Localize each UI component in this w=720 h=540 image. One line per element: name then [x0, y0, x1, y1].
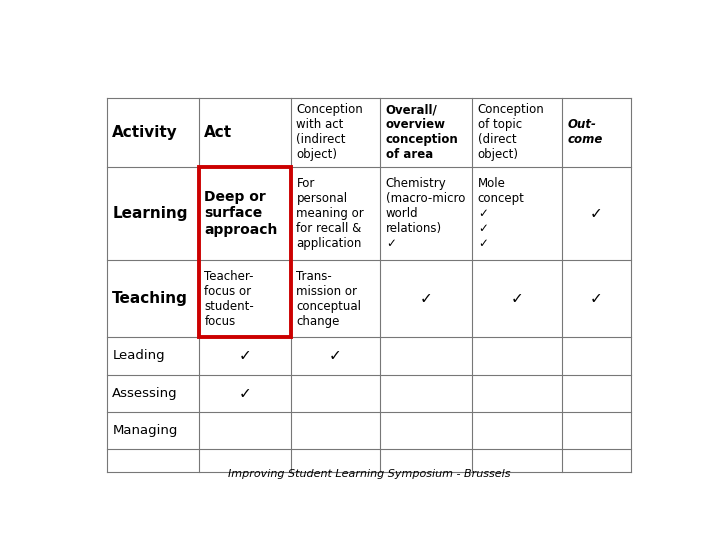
- Text: Conception
with act
(indirect
object): Conception with act (indirect object): [297, 103, 363, 161]
- Text: Trans-
mission or
conceptual
change: Trans- mission or conceptual change: [297, 269, 361, 328]
- Text: Teacher-
focus or
student-
focus: Teacher- focus or student- focus: [204, 269, 254, 328]
- Text: Act: Act: [204, 125, 233, 140]
- Text: Chemistry
(macro-micro
world
relations)
✓: Chemistry (macro-micro world relations) …: [386, 177, 465, 250]
- Text: ✓: ✓: [329, 348, 342, 363]
- Text: Assessing: Assessing: [112, 387, 178, 400]
- Text: Conception
of topic
(direct
object): Conception of topic (direct object): [478, 103, 544, 161]
- Text: Overall/
overview
conception
of area: Overall/ overview conception of area: [386, 103, 459, 161]
- Text: Leading: Leading: [112, 349, 165, 362]
- Text: Out-
come: Out- come: [567, 118, 603, 146]
- Text: ✓: ✓: [238, 386, 251, 401]
- Text: ✓: ✓: [238, 348, 251, 363]
- Text: Teaching: Teaching: [112, 291, 188, 306]
- Text: ✓: ✓: [510, 291, 523, 306]
- Text: Deep or
surface
approach: Deep or surface approach: [204, 190, 278, 237]
- Text: ✓: ✓: [590, 291, 603, 306]
- Text: ✓: ✓: [590, 206, 603, 221]
- Bar: [199, 167, 291, 337]
- Text: Mole
concept
✓
✓
✓: Mole concept ✓ ✓ ✓: [478, 177, 525, 250]
- Text: Managing: Managing: [112, 424, 178, 437]
- Text: Learning: Learning: [112, 206, 188, 221]
- Text: Improving Student Learning Symposium - Brussels: Improving Student Learning Symposium - B…: [228, 469, 510, 478]
- Text: For
personal
meaning or
for recall &
application: For personal meaning or for recall & app…: [297, 177, 364, 250]
- Text: ✓: ✓: [420, 291, 433, 306]
- Text: Activity: Activity: [112, 125, 178, 140]
